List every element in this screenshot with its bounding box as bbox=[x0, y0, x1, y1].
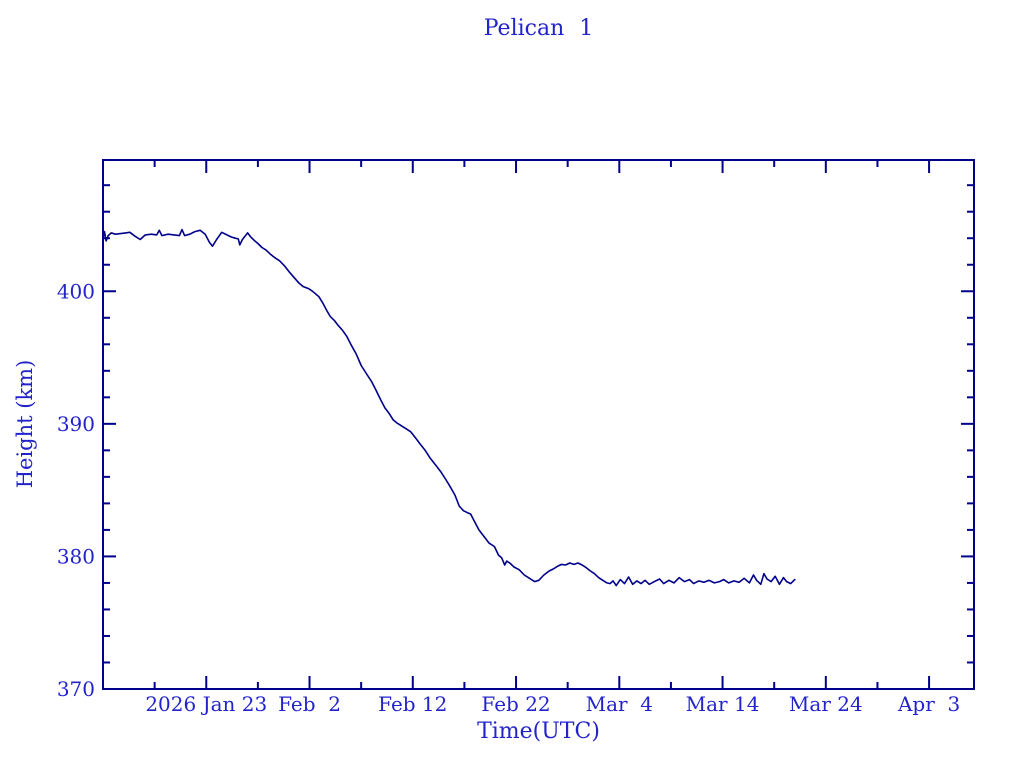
chart-title: Pelican 1 bbox=[483, 16, 594, 41]
x-tick-label: Mar 14 bbox=[686, 692, 760, 716]
x-tick-label: Feb 2 bbox=[278, 692, 341, 716]
x-axis-label: Time(UTC) bbox=[477, 719, 600, 744]
x-tick-label: Feb 22 bbox=[481, 692, 550, 716]
y-tick-label: 390 bbox=[57, 412, 95, 436]
data-series-line bbox=[102, 228, 796, 587]
x-tick-label: Apr 3 bbox=[897, 692, 960, 716]
x-tick-label: Mar 24 bbox=[789, 692, 863, 716]
y-tick-label: 380 bbox=[57, 544, 95, 568]
y-tick-label: 400 bbox=[57, 279, 95, 303]
plot-frame bbox=[102, 159, 975, 690]
x-tick-label: Feb 12 bbox=[378, 692, 447, 716]
x-tick-label: 2026 Jan 23 bbox=[145, 692, 267, 716]
x-tick-label: Mar 4 bbox=[586, 692, 653, 716]
y-tick-label: 370 bbox=[57, 677, 95, 701]
